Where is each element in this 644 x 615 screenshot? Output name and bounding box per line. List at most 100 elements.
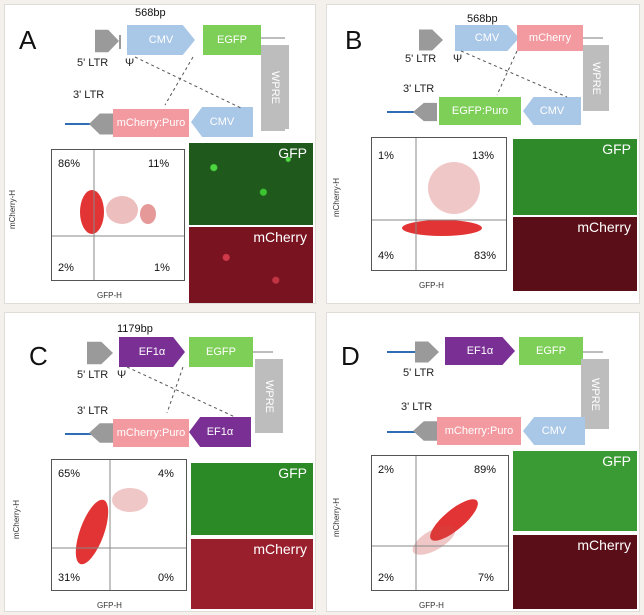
- image-label: mCherry: [253, 229, 307, 245]
- quadrant-ll: 2%: [58, 262, 74, 274]
- vector-end-line: [65, 433, 95, 435]
- flow-frame: 1% 13% 4% 83%: [371, 137, 507, 271]
- quadrant-lr: 83%: [474, 250, 497, 262]
- bp-label: 1179bp: [117, 323, 153, 335]
- dashed-link: [126, 366, 236, 418]
- ltr5-arrow-icon: [415, 341, 439, 363]
- x-axis-label: GFP-H: [419, 281, 444, 290]
- gene-label: EGFP: [217, 34, 247, 46]
- wpre-box: WPRE: [581, 359, 609, 429]
- mcherry-micrograph: mCherry: [191, 539, 313, 609]
- flow-plot: mCherry-H GFP-H 86% 11% 2% 1%: [8, 145, 187, 301]
- promoter-cmv-bottom: CMV: [523, 97, 581, 125]
- promoter-cmv-bottom: CMV: [191, 107, 253, 137]
- panel-letter: B: [345, 25, 363, 55]
- promoter-label: EF1α: [466, 345, 494, 357]
- flow-frame: 65% 4% 31% 0%: [51, 459, 187, 591]
- gene-mcherry-puro-bottom: mCherry:Puro: [113, 109, 189, 137]
- promoter-label: EF1α: [138, 346, 166, 358]
- gene-egfp-top: EGFP: [519, 337, 583, 365]
- flow-frame: 2% 89% 2% 7%: [371, 455, 509, 591]
- promoter-ef1a-top: EF1α: [445, 337, 515, 365]
- ltr3-label: 3' LTR: [77, 405, 109, 417]
- gene-label: mCherry:Puro: [116, 117, 186, 129]
- image-label: GFP: [602, 453, 631, 469]
- mcherry-micrograph: mCherry: [189, 227, 313, 303]
- vector-end-line: [387, 431, 417, 433]
- scatter-points: [52, 150, 184, 280]
- dashed-link: [460, 50, 568, 98]
- dashed-link: [134, 56, 244, 110]
- gene-label: mCherry:Puro: [116, 427, 186, 439]
- promoter-label: CMV: [541, 425, 567, 437]
- x-axis-label: GFP-H: [97, 291, 122, 300]
- scatter-points: [52, 460, 186, 590]
- gene-mcherry-top: mCherry: [517, 25, 583, 51]
- promoter-ef1a-bottom: EF1α: [189, 417, 251, 447]
- quadrant-ur: 89%: [474, 464, 497, 476]
- quadrant-lr: 7%: [478, 572, 494, 584]
- y-axis-label: mCherry-H: [332, 497, 342, 538]
- vector-line: [119, 35, 121, 49]
- gene-label: mCherry:Puro: [444, 425, 514, 437]
- quadrant-ll: 31%: [58, 572, 81, 584]
- image-label: mCherry: [577, 537, 631, 553]
- quadrant-ul: 65%: [58, 468, 81, 480]
- mcherry-micrograph: mCherry: [513, 217, 637, 291]
- quadrant-ul: 2%: [378, 464, 394, 476]
- image-label: mCherry: [577, 219, 631, 235]
- gene-label: mCherry: [528, 32, 572, 44]
- ltr5-label: 5' LTR: [77, 369, 109, 381]
- image-label: GFP: [602, 141, 631, 157]
- panel-a: A 568bp 5' LTR Ψ CMV EGFP WPRE 3' LTR mC…: [4, 4, 316, 304]
- connector-line: [261, 37, 285, 39]
- bp-label: 568bp: [135, 7, 166, 19]
- quadrant-lr: 0%: [158, 572, 174, 584]
- psi-label: Ψ: [125, 57, 135, 69]
- gene-egfp-top: EGFP: [203, 25, 261, 55]
- quadrant-ll: 2%: [378, 572, 394, 584]
- wpre-label: WPRE: [263, 379, 275, 413]
- x-axis-label: GFP-H: [97, 601, 122, 610]
- connector-line: [261, 129, 285, 131]
- image-label: GFP: [278, 145, 307, 161]
- promoter-label: EF1α: [206, 426, 234, 438]
- ltr5-label: 5' LTR: [403, 367, 435, 379]
- psi-label: Ψ: [117, 369, 127, 381]
- gene-mcherry-puro-bottom: mCherry:Puro: [113, 419, 189, 447]
- ltr5-label: 5' LTR: [77, 57, 109, 69]
- quadrant-lr: 1%: [154, 262, 170, 274]
- gfp-micrograph: GFP: [189, 143, 313, 225]
- ltr3-label: 3' LTR: [403, 83, 435, 95]
- quadrant-ur: 11%: [148, 158, 170, 170]
- ltr3-label: 3' LTR: [73, 89, 105, 101]
- panel-d: D 5' LTR EF1α EGFP WPRE 3' LTR mCherry:P…: [326, 312, 640, 612]
- connector-line: [583, 37, 603, 39]
- flow-frame: 86% 11% 2% 1%: [51, 149, 185, 281]
- wpre-box: WPRE: [261, 45, 289, 129]
- quadrant-ur: 13%: [472, 150, 495, 162]
- wpre-box: WPRE: [255, 359, 283, 433]
- ltr3-arrow-icon: [413, 421, 437, 441]
- promoter-cmv-top: CMV: [127, 25, 195, 55]
- ltr5-arrow-icon: [419, 29, 443, 51]
- flow-plot: mCherry-H GFP-H 65% 4% 31% 0%: [12, 455, 189, 611]
- gfp-micrograph: GFP: [513, 451, 637, 531]
- gfp-micrograph: GFP: [513, 139, 637, 215]
- wpre-label: WPRE: [590, 61, 602, 95]
- image-label: mCherry: [253, 541, 307, 557]
- gene-label: EGFP: [536, 345, 566, 357]
- connector-line: [253, 351, 273, 353]
- wpre-box: WPRE: [583, 45, 609, 111]
- promoter-ef1a-top: EF1α: [119, 337, 185, 367]
- panel-letter: A: [19, 25, 37, 55]
- panel-letter: C: [29, 341, 48, 371]
- promoter-label: CMV: [209, 116, 235, 128]
- flow-plot: mCherry-H GFP-H 1% 13% 4% 83%: [332, 133, 511, 293]
- flow-plot: mCherry-H GFP-H 2% 89% 2% 7%: [332, 451, 511, 611]
- promoter-label: CMV: [539, 105, 565, 117]
- ltr5-arrow-icon: [87, 341, 113, 365]
- psi-label: Ψ: [453, 53, 463, 65]
- panel-letter: D: [341, 341, 360, 371]
- quadrant-ll: 4%: [378, 250, 394, 262]
